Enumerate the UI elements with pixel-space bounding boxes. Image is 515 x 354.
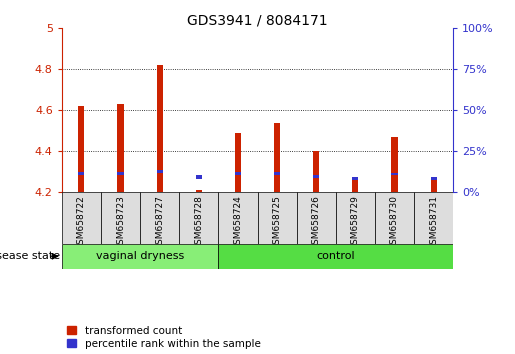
Bar	[78, 106, 84, 193]
Text: GSM658729: GSM658729	[351, 195, 360, 250]
Bar	[62, 244, 218, 269]
Text: vaginal dryness: vaginal dryness	[96, 251, 184, 261]
Bar	[101, 193, 140, 244]
Text: GSM658728: GSM658728	[194, 195, 203, 250]
Text: GSM658724: GSM658724	[233, 195, 243, 250]
Bar	[218, 193, 258, 244]
Bar	[62, 193, 101, 244]
Bar	[336, 193, 375, 244]
Text: disease state: disease state	[0, 251, 60, 261]
Bar	[117, 104, 124, 193]
Bar	[391, 173, 398, 176]
Text: GSM658731: GSM658731	[429, 195, 438, 250]
Bar	[196, 190, 202, 193]
Bar	[117, 172, 124, 175]
Bar	[414, 193, 453, 244]
Text: GSM658722: GSM658722	[77, 195, 86, 250]
Bar	[375, 193, 414, 244]
Bar	[235, 133, 241, 193]
Bar	[218, 244, 453, 269]
Bar	[78, 172, 84, 175]
Text: GSM658730: GSM658730	[390, 195, 399, 250]
Title: GDS3941 / 8084171: GDS3941 / 8084171	[187, 13, 328, 27]
Text: control: control	[316, 251, 355, 261]
Bar	[235, 172, 241, 175]
Bar	[258, 193, 297, 244]
Legend: transformed count, percentile rank within the sample: transformed count, percentile rank withi…	[67, 326, 261, 349]
Text: GSM658726: GSM658726	[312, 195, 321, 250]
Bar	[140, 193, 179, 244]
Bar	[391, 137, 398, 193]
Bar	[157, 170, 163, 173]
Bar	[313, 152, 319, 193]
Bar	[297, 193, 336, 244]
Text: GSM658727: GSM658727	[155, 195, 164, 250]
Bar	[179, 193, 218, 244]
Text: GSM658723: GSM658723	[116, 195, 125, 250]
Bar	[157, 65, 163, 193]
Text: GSM658725: GSM658725	[272, 195, 282, 250]
Bar	[274, 123, 280, 193]
Bar	[274, 172, 280, 175]
Bar	[196, 175, 202, 179]
Bar	[431, 178, 437, 193]
Bar	[352, 178, 358, 193]
Bar	[313, 175, 319, 178]
Bar	[431, 177, 437, 179]
Bar	[352, 177, 358, 179]
